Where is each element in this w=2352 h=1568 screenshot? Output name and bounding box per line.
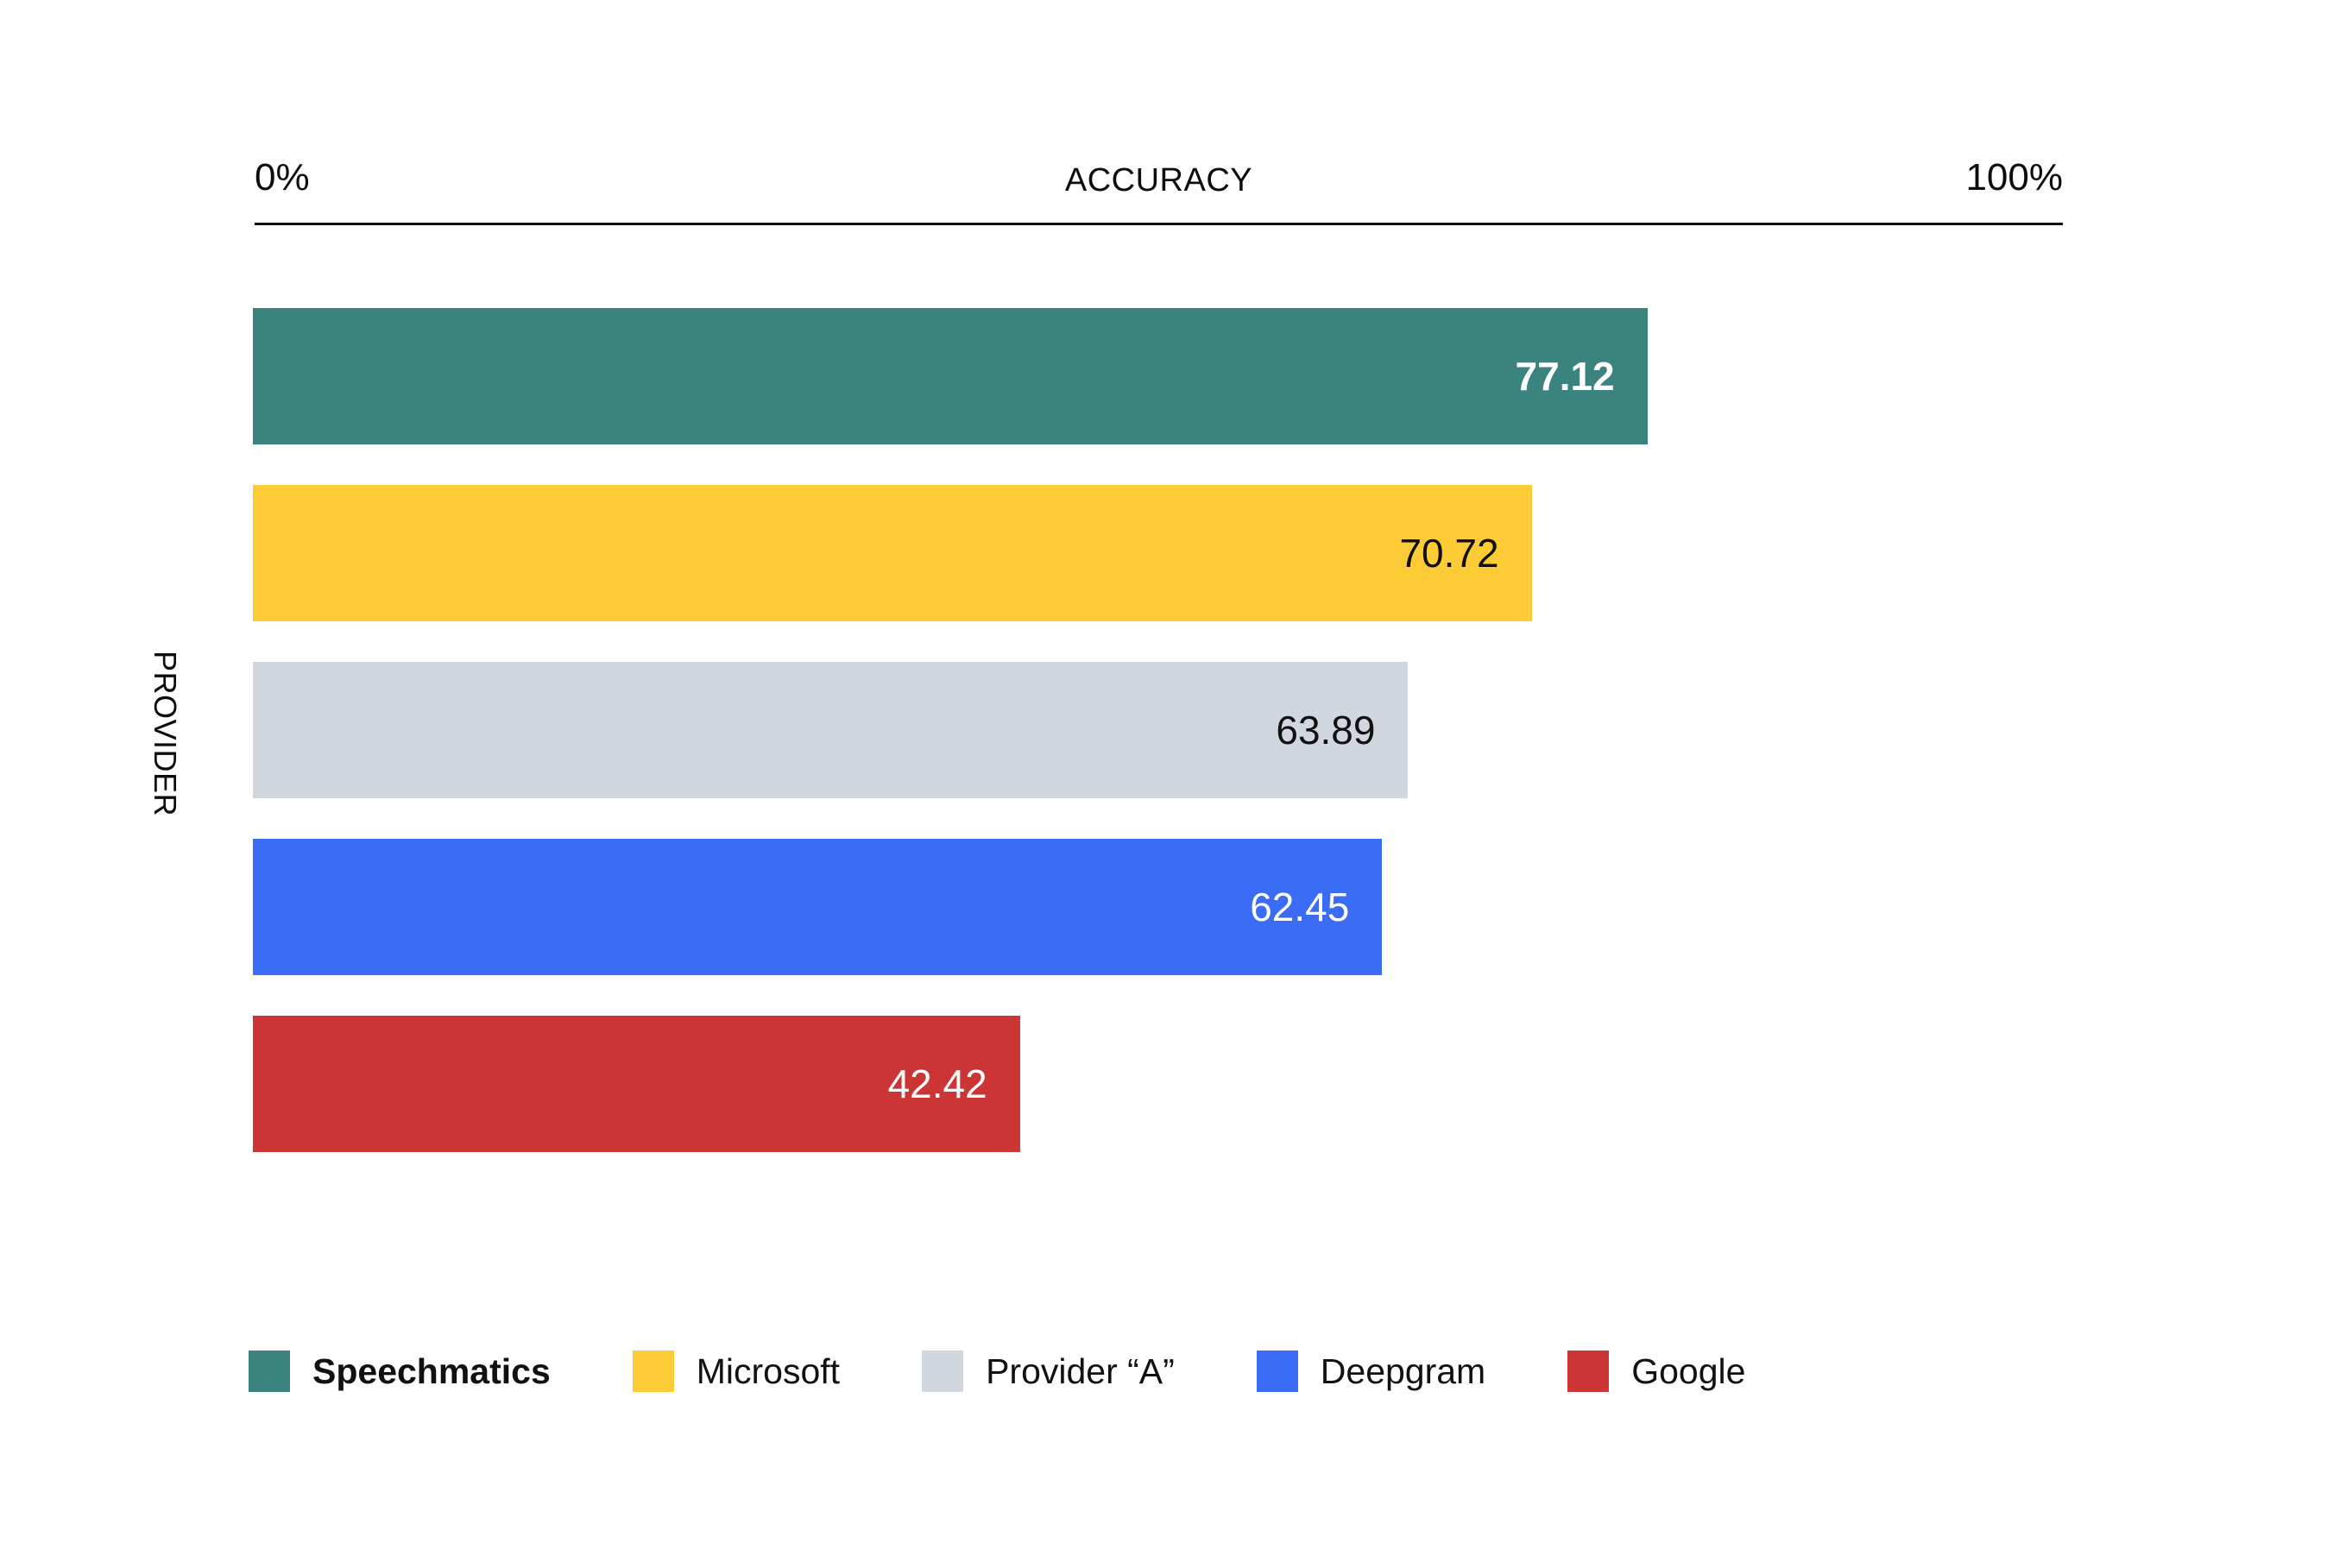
x-axis-line (255, 223, 2063, 225)
plot-area: 77.12 70.72 63.89 62.45 42.42 (253, 308, 2061, 1193)
x-axis-title: ACCURACY (1064, 162, 1253, 198)
y-axis-title: PROVIDER (148, 650, 183, 817)
legend-swatch-provider-a (922, 1351, 964, 1392)
x-axis-header: 0% ACCURACY 100% (255, 157, 2063, 200)
x-axis-min-tick: 0% (255, 156, 310, 198)
bar-row: 42.42 (253, 1016, 2061, 1152)
bar-deepgram: 62.45 (253, 839, 1383, 975)
bar-row: 63.89 (253, 662, 2061, 798)
bar-speechmatics: 77.12 (253, 308, 1648, 444)
bar-value-microsoft: 70.72 (1399, 531, 1499, 576)
legend-item-deepgram: Deepgram (1256, 1351, 1486, 1392)
bar-value-google: 42.42 (887, 1061, 987, 1106)
bar-microsoft: 70.72 (253, 485, 1532, 621)
legend-item-microsoft: Microsoft (632, 1351, 841, 1392)
bar-row: 77.12 (253, 308, 2061, 444)
legend-swatch-google (1567, 1351, 1610, 1392)
legend-label-microsoft: Microsoft (696, 1351, 841, 1391)
bar-google: 42.42 (253, 1016, 1020, 1152)
legend-swatch-microsoft (632, 1351, 674, 1392)
bar-value-deepgram: 62.45 (1250, 885, 1350, 929)
bar-provider-a: 63.89 (253, 662, 1409, 798)
bar-row: 70.72 (253, 485, 2061, 621)
legend-label-deepgram: Deepgram (1320, 1351, 1486, 1391)
legend-item-speechmatics: Speechmatics (249, 1351, 551, 1392)
legend: Speechmatics Microsoft Provider “A” Deep… (249, 1351, 1745, 1392)
legend-item-google: Google (1567, 1351, 1745, 1392)
bar-value-provider-a: 63.89 (1276, 708, 1376, 753)
legend-swatch-speechmatics (249, 1351, 290, 1392)
bar-value-speechmatics: 77.12 (1515, 354, 1615, 399)
x-axis-max-tick: 100% (1965, 156, 2063, 198)
legend-item-provider-a: Provider “A” (922, 1351, 1175, 1392)
legend-label-speechmatics: Speechmatics (312, 1351, 551, 1391)
legend-label-provider-a: Provider “A” (986, 1351, 1175, 1391)
legend-swatch-deepgram (1256, 1351, 1298, 1392)
legend-label-google: Google (1631, 1351, 1746, 1391)
bar-row: 62.45 (253, 839, 2061, 975)
